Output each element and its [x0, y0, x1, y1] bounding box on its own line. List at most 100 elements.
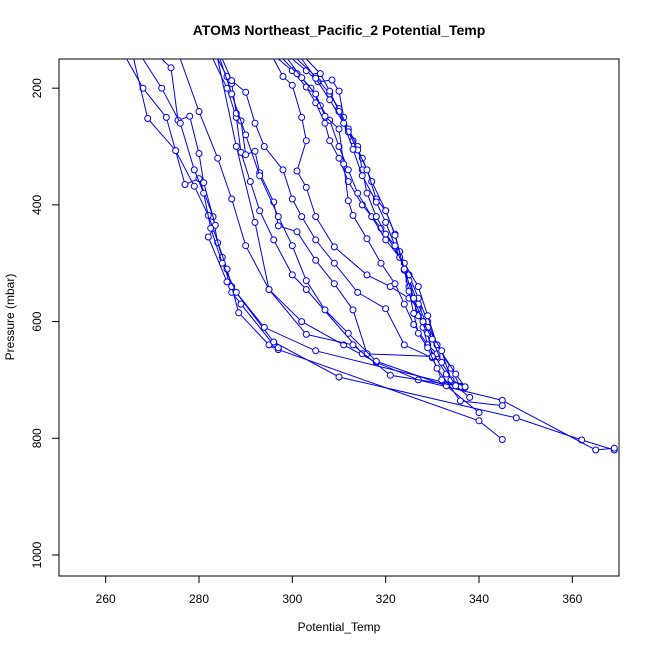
data-point — [312, 347, 320, 355]
data-point — [293, 228, 301, 236]
data-point — [251, 218, 259, 226]
data-point — [438, 347, 446, 355]
x-tick-label: 360 — [562, 592, 582, 606]
data-point — [270, 236, 278, 244]
series-line-10 — [217, 59, 461, 387]
y-tick-label: 400 — [30, 195, 44, 215]
x-tick-label: 260 — [96, 592, 116, 606]
data-point — [190, 182, 198, 190]
data-point — [167, 64, 175, 72]
data-point — [312, 90, 320, 98]
data-point — [218, 259, 226, 267]
data-point — [195, 108, 203, 115]
data-point — [260, 143, 268, 150]
data-point — [344, 197, 352, 205]
data-point — [372, 198, 380, 206]
data-point — [414, 283, 422, 291]
data-point — [312, 236, 320, 244]
data-point — [316, 70, 324, 78]
data-point — [382, 207, 390, 215]
data-point — [200, 189, 208, 197]
y-tick-label: 800 — [30, 428, 44, 448]
data-point — [382, 218, 390, 226]
data-point — [256, 172, 264, 180]
data-point — [330, 280, 338, 288]
data-point — [335, 143, 343, 150]
series-line-7 — [217, 59, 368, 354]
data-point — [335, 154, 343, 162]
data-point — [354, 189, 362, 197]
data-point — [144, 115, 152, 122]
data-point — [424, 312, 432, 320]
y-axis: 200 400 600 800 1000 — [30, 78, 59, 568]
data-point — [438, 358, 446, 366]
plot-frame — [58, 58, 620, 577]
y-tick-label: 600 — [30, 311, 44, 331]
data-point — [400, 300, 408, 308]
data-point — [279, 73, 287, 80]
data-point — [363, 271, 371, 279]
data-point — [232, 143, 240, 150]
data-point — [428, 335, 436, 343]
data-point — [293, 167, 301, 175]
data-point — [302, 286, 310, 293]
series-line-3 — [161, 59, 615, 451]
data-point — [377, 259, 385, 267]
data-point — [200, 179, 208, 187]
data-point — [386, 371, 394, 379]
data-point — [610, 444, 618, 452]
data-point — [139, 84, 147, 92]
data-point — [349, 341, 357, 349]
data-point — [312, 256, 320, 264]
data-point — [242, 88, 250, 96]
data-point — [400, 341, 408, 349]
data-point — [228, 77, 236, 85]
data-point — [181, 181, 189, 188]
series-line-18 — [301, 59, 471, 398]
data-point — [288, 195, 296, 203]
data-point — [302, 137, 310, 145]
data-point — [288, 242, 296, 250]
data-point — [340, 160, 348, 168]
data-point — [433, 364, 441, 372]
data-point — [344, 166, 352, 174]
data-point — [372, 213, 380, 221]
data-point — [424, 344, 432, 352]
data-point — [321, 112, 329, 120]
data-point — [400, 265, 408, 273]
data-point — [195, 150, 203, 157]
data-point — [456, 397, 464, 405]
data-point — [344, 178, 352, 185]
data-point — [228, 90, 236, 98]
data-point — [190, 166, 198, 174]
data-point — [363, 189, 371, 197]
data-point — [246, 178, 254, 185]
data-point — [330, 259, 338, 267]
data-point — [592, 446, 600, 454]
y-axis-label: Pressure (mbar) — [3, 274, 17, 361]
data-point — [312, 213, 320, 221]
data-point — [302, 183, 310, 191]
data-point — [223, 278, 231, 286]
data-point — [270, 338, 278, 346]
data-point — [321, 306, 329, 314]
data-point — [452, 370, 460, 378]
data-point — [382, 230, 390, 238]
data-point — [288, 271, 296, 279]
data-point — [265, 286, 273, 293]
series-line-9 — [219, 59, 480, 413]
data-point — [410, 294, 418, 302]
data-point — [410, 309, 418, 317]
data-point — [235, 309, 243, 317]
data-point — [344, 329, 352, 337]
data-point — [498, 402, 506, 410]
x-tick-label: 280 — [189, 592, 209, 606]
data-point — [232, 288, 240, 296]
data-point — [349, 145, 357, 153]
plot-area — [126, 59, 618, 454]
data-point — [260, 323, 268, 331]
series-line-17 — [305, 59, 503, 407]
data-point — [158, 84, 166, 92]
data-point — [242, 242, 250, 250]
